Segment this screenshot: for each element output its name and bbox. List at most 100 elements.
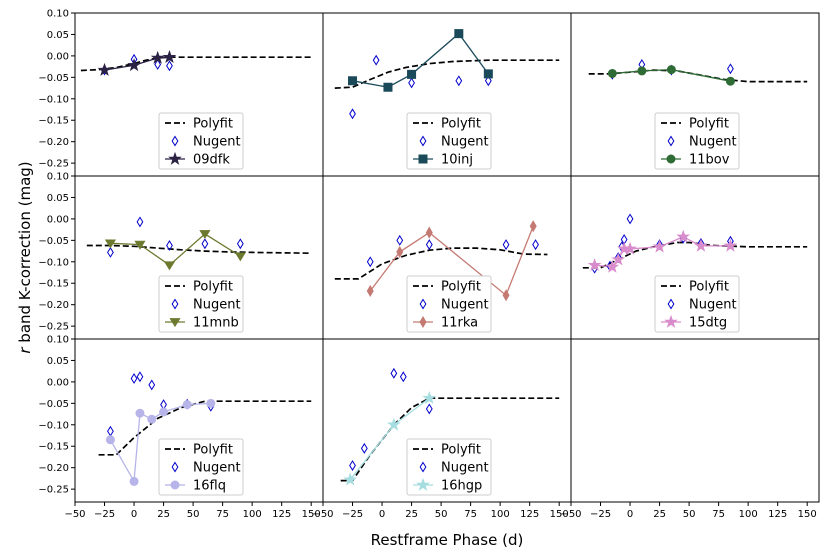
nugent-point bbox=[107, 246, 114, 258]
series-point-16flq bbox=[105, 435, 115, 445]
legend-nugent-swatch bbox=[171, 135, 179, 147]
legend-nugent-label: Nugent bbox=[441, 298, 489, 313]
nugent-point bbox=[727, 63, 734, 75]
y-tick-label: −0.10 bbox=[38, 420, 69, 431]
series-point-16flq bbox=[129, 476, 139, 486]
x-tick-label: 100 bbox=[491, 509, 510, 520]
x-tick-label: 0 bbox=[627, 509, 633, 520]
series-point-16hgp bbox=[387, 417, 401, 431]
nugent-point bbox=[372, 54, 380, 66]
x-tick-label: 0 bbox=[131, 509, 137, 520]
series-line-11bov bbox=[612, 68, 731, 82]
legend-nugent-swatch bbox=[667, 135, 675, 147]
legend-series-marker bbox=[416, 477, 430, 491]
nugent-point bbox=[425, 403, 433, 415]
legend-box bbox=[406, 275, 492, 333]
x-tick-label: 0 bbox=[379, 509, 385, 520]
y-tick-label: 0.10 bbox=[47, 9, 69, 20]
y-axis-label-band: r bbox=[16, 347, 34, 354]
y-tick-label: −0.15 bbox=[38, 442, 69, 453]
nugent-point bbox=[532, 239, 539, 251]
legend-series-label: 11rka bbox=[441, 316, 478, 331]
x-tick-label: 25 bbox=[405, 509, 418, 520]
x-tick-label: 125 bbox=[520, 509, 539, 520]
legend-series-marker bbox=[418, 154, 428, 164]
nugent-point bbox=[154, 59, 162, 70]
series-point-16flq bbox=[135, 408, 145, 418]
series-point-15dtg bbox=[611, 252, 626, 266]
y-tick-label: −0.20 bbox=[38, 300, 69, 311]
y-tick-label: 0.00 bbox=[47, 51, 69, 62]
series-point-11mnb bbox=[163, 261, 176, 271]
series-point-15dtg bbox=[676, 229, 691, 243]
legend-series-marker bbox=[169, 318, 181, 328]
series-point-11mnb bbox=[104, 239, 117, 249]
x-tick-label: 25 bbox=[157, 509, 170, 520]
series-point-11rka bbox=[529, 220, 537, 233]
x-tick-label: 100 bbox=[243, 509, 262, 520]
legend-nugent-swatch bbox=[667, 298, 675, 310]
nugent-point bbox=[626, 213, 634, 225]
panel-11bov: Polyfit Nugent 11bov bbox=[571, 13, 819, 176]
x-tick-label: 100 bbox=[739, 509, 758, 520]
y-tick-label: −0.25 bbox=[38, 322, 69, 333]
polyfit-line bbox=[334, 59, 560, 89]
polyfit-line bbox=[80, 56, 312, 72]
series-point-10inj bbox=[383, 82, 393, 92]
legend-nugent-swatch bbox=[171, 298, 179, 310]
y-tick-label: −0.05 bbox=[38, 73, 69, 84]
nugent-point bbox=[148, 379, 156, 391]
x-tick-label: 125 bbox=[768, 509, 787, 520]
nugent-point bbox=[390, 367, 398, 379]
legend-box bbox=[406, 438, 492, 496]
legend-nugent-label: Nugent bbox=[441, 135, 489, 150]
x-tick-label: 50 bbox=[187, 509, 200, 520]
y-axis-label: r band K-correction (mag) bbox=[16, 161, 34, 353]
x-tick-label: 150 bbox=[798, 509, 817, 520]
legend-nugent-swatch bbox=[419, 135, 427, 147]
y-tick-label: −0.15 bbox=[38, 279, 69, 290]
y-tick-label: −0.20 bbox=[38, 137, 69, 148]
legend-box bbox=[406, 112, 492, 170]
series-point-09dfk bbox=[150, 50, 165, 64]
legend-series-label: 15dtg bbox=[689, 316, 727, 331]
y-tick-label: 0.10 bbox=[47, 172, 69, 183]
legend-box bbox=[158, 112, 244, 170]
legend-polyfit-label: Polyfit bbox=[689, 280, 729, 295]
series-point-11bov bbox=[637, 66, 647, 76]
legend-nugent-label: Nugent bbox=[689, 298, 737, 313]
nugent-point bbox=[455, 75, 463, 87]
series-point-09dfk bbox=[127, 58, 141, 72]
y-tick-label: −0.05 bbox=[38, 399, 69, 410]
nugent-point bbox=[349, 460, 356, 471]
y-tick-label: 0.05 bbox=[47, 193, 69, 204]
legend-polyfit-label: Polyfit bbox=[193, 117, 233, 132]
y-tick-label: −0.10 bbox=[38, 257, 69, 268]
series-point-15dtg bbox=[587, 258, 602, 272]
polyfit-line bbox=[334, 247, 548, 280]
series-point-15dtg bbox=[652, 239, 667, 253]
legend-series-marker bbox=[168, 151, 182, 165]
series-point-15dtg bbox=[605, 259, 620, 273]
y-tick-label: 0.00 bbox=[47, 377, 69, 388]
x-tick-label: −50 bbox=[312, 509, 333, 520]
series-point-16hgp bbox=[343, 472, 358, 486]
series-point-09dfk bbox=[162, 49, 177, 64]
nugent-point bbox=[408, 77, 415, 89]
x-tick-label: 125 bbox=[272, 509, 291, 520]
legend-series-label: 09dfk bbox=[193, 153, 230, 168]
nugent-point bbox=[399, 371, 407, 383]
y-tick-label: 0.05 bbox=[47, 356, 69, 367]
legend-series-label: 11bov bbox=[689, 153, 730, 168]
x-tick-label: 75 bbox=[216, 509, 229, 520]
series-line-09dfk bbox=[104, 56, 170, 71]
x-tick-label: 150 bbox=[302, 509, 321, 520]
panel-11rka: Polyfit Nugent 11rka bbox=[323, 176, 571, 339]
nugent-point bbox=[484, 75, 492, 87]
legend-series-label: 10inj bbox=[441, 153, 473, 168]
series-point-10inj bbox=[407, 69, 417, 79]
legend-series-label: 11mnb bbox=[193, 316, 239, 331]
polyfit-line bbox=[98, 400, 312, 456]
nugent-point bbox=[502, 239, 510, 251]
